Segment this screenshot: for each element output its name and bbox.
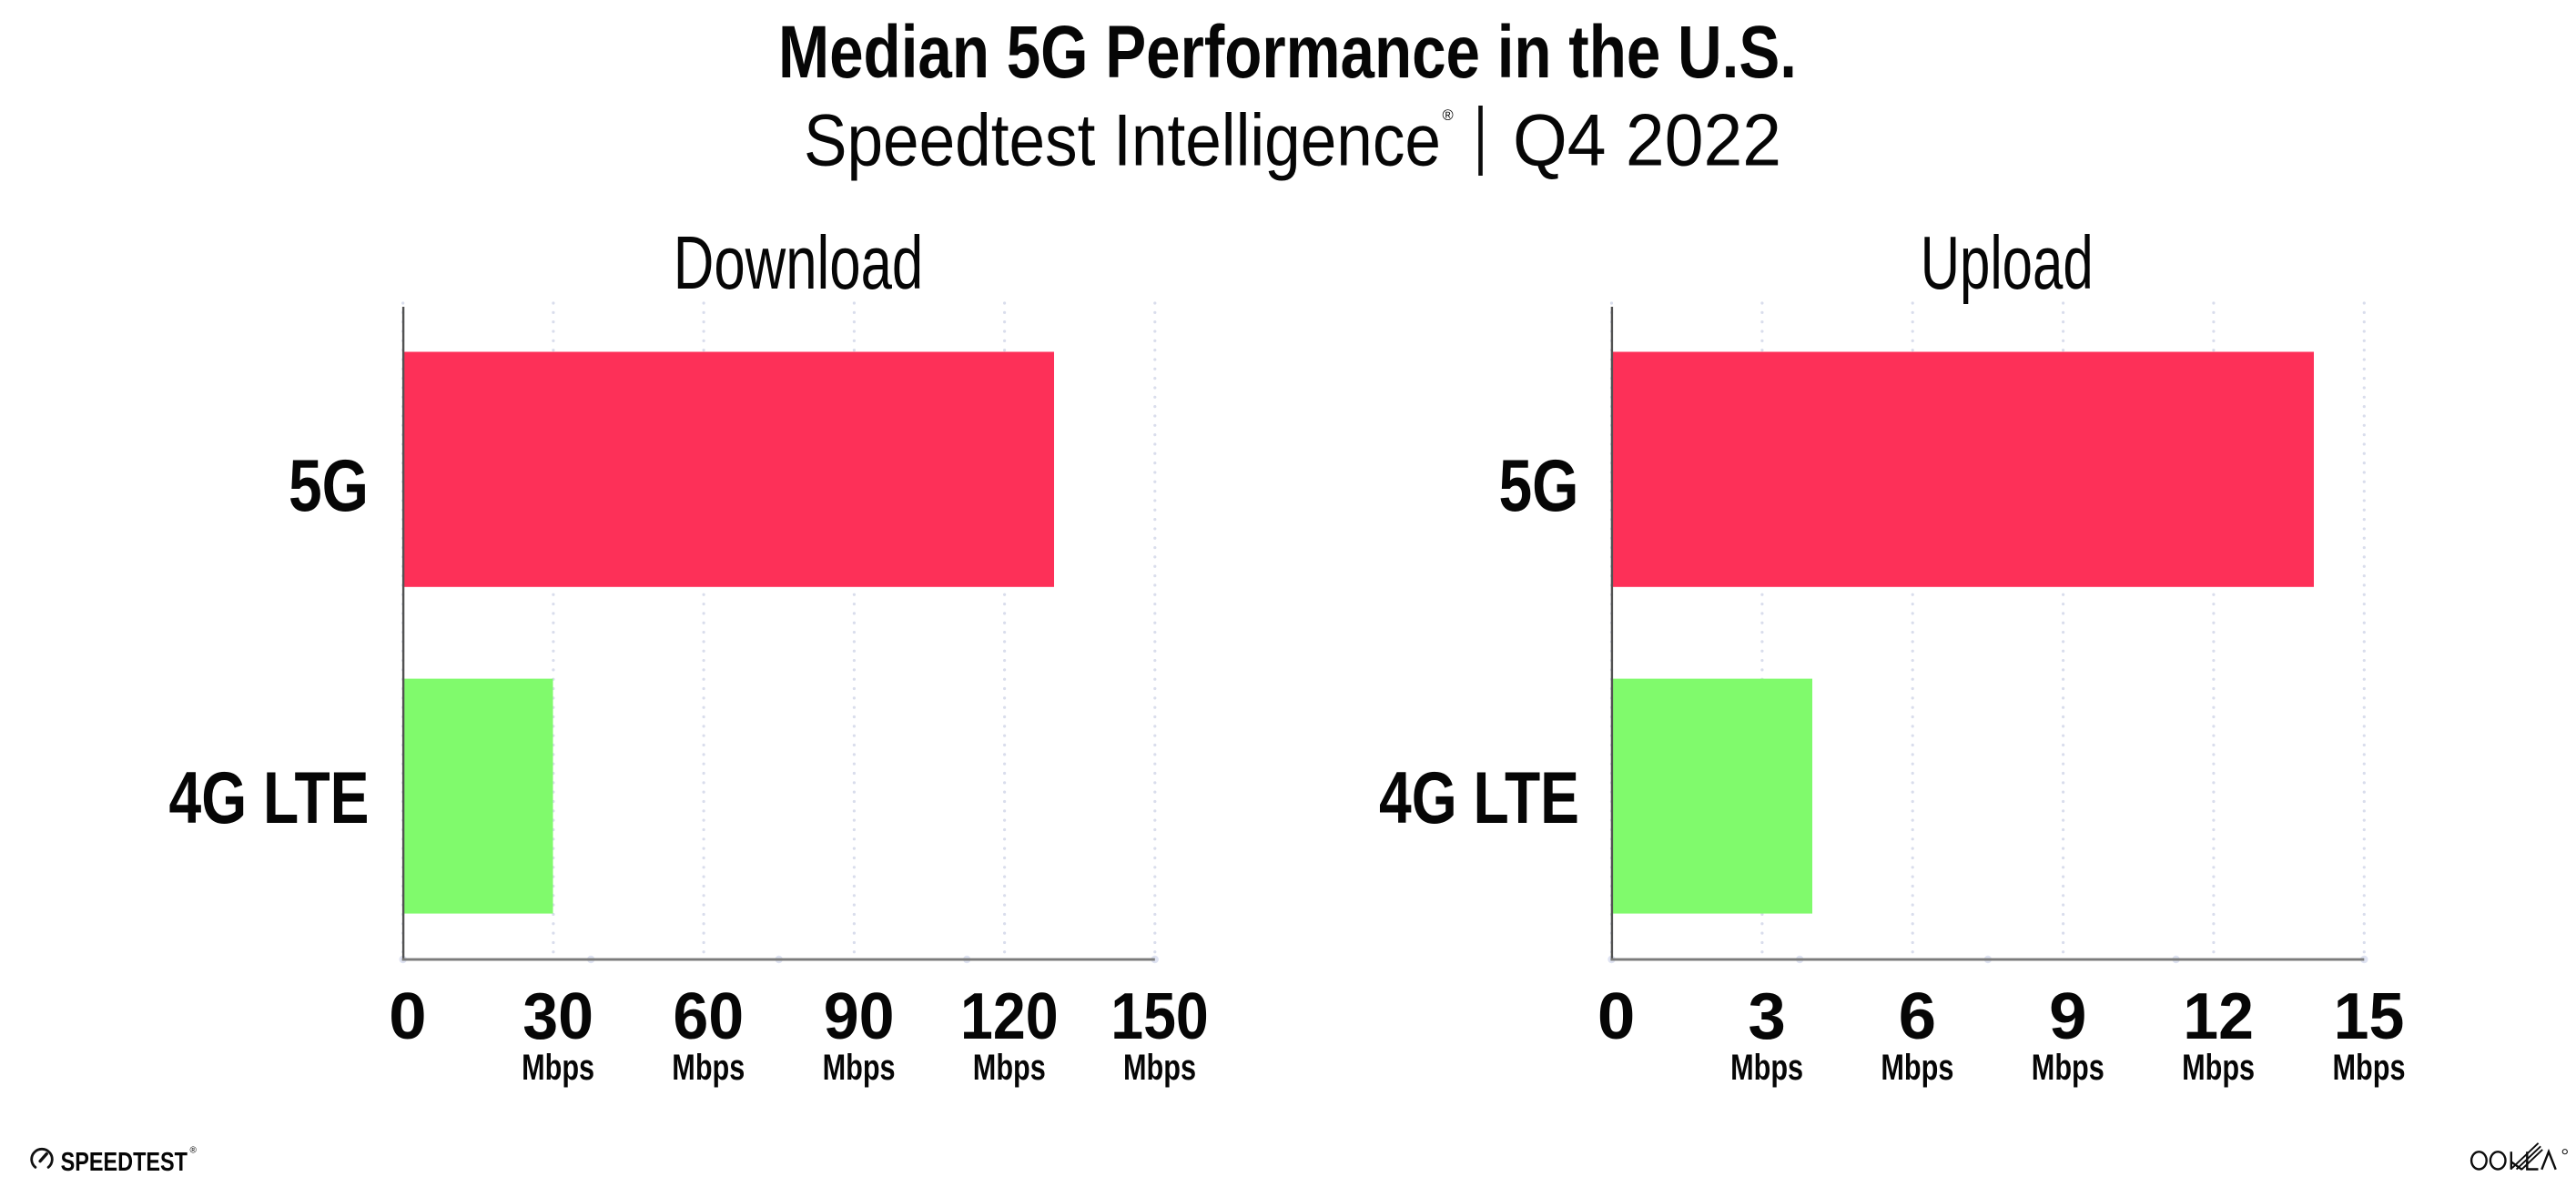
svg-text:5G: 5G <box>1499 445 1579 527</box>
svg-text:Mbps: Mbps <box>1123 1048 1196 1088</box>
svg-text:Download: Download <box>674 220 924 305</box>
svg-text:Mbps: Mbps <box>1881 1048 1953 1088</box>
svg-text:Mbps: Mbps <box>2182 1048 2255 1088</box>
svg-text:Mbps: Mbps <box>973 1048 1046 1088</box>
svg-text:®: ® <box>1443 107 1454 124</box>
svg-text:Mbps: Mbps <box>1730 1048 1803 1088</box>
svg-text:Mbps: Mbps <box>2333 1048 2406 1088</box>
svg-text:4G LTE: 4G LTE <box>169 757 370 839</box>
svg-text:Median 5G Performance in the U: Median 5G Performance in the U.S. <box>778 11 1797 94</box>
svg-text:SPEEDTEST: SPEEDTEST <box>61 1148 188 1177</box>
svg-text:Upload: Upload <box>1921 220 2094 305</box>
svg-text:®: ® <box>190 1146 198 1156</box>
svg-text:Speedtest Intelligence: Speedtest Intelligence <box>804 100 1441 182</box>
svg-text:Mbps: Mbps <box>672 1048 745 1088</box>
svg-text:Q4 2022: Q4 2022 <box>1513 100 1781 182</box>
svg-text:Mbps: Mbps <box>2032 1048 2104 1088</box>
svg-text:120: 120 <box>960 980 1059 1053</box>
svg-text:9: 9 <box>2049 980 2087 1053</box>
svg-text:0: 0 <box>389 980 427 1053</box>
svg-text:Mbps: Mbps <box>522 1048 594 1088</box>
svg-text:Mbps: Mbps <box>823 1048 896 1088</box>
svg-text:4G LTE: 4G LTE <box>1379 757 1579 839</box>
svg-text:15: 15 <box>2334 980 2405 1053</box>
svg-text:6: 6 <box>1899 980 1937 1053</box>
svg-text:12: 12 <box>2183 980 2254 1053</box>
svg-text:30: 30 <box>522 980 593 1053</box>
svg-text:3: 3 <box>1748 980 1786 1053</box>
svg-text:90: 90 <box>824 980 895 1053</box>
svg-text:60: 60 <box>673 980 744 1053</box>
svg-text:0: 0 <box>1597 980 1636 1053</box>
svg-text:5G: 5G <box>289 445 369 527</box>
svg-text:150: 150 <box>1111 980 1209 1053</box>
